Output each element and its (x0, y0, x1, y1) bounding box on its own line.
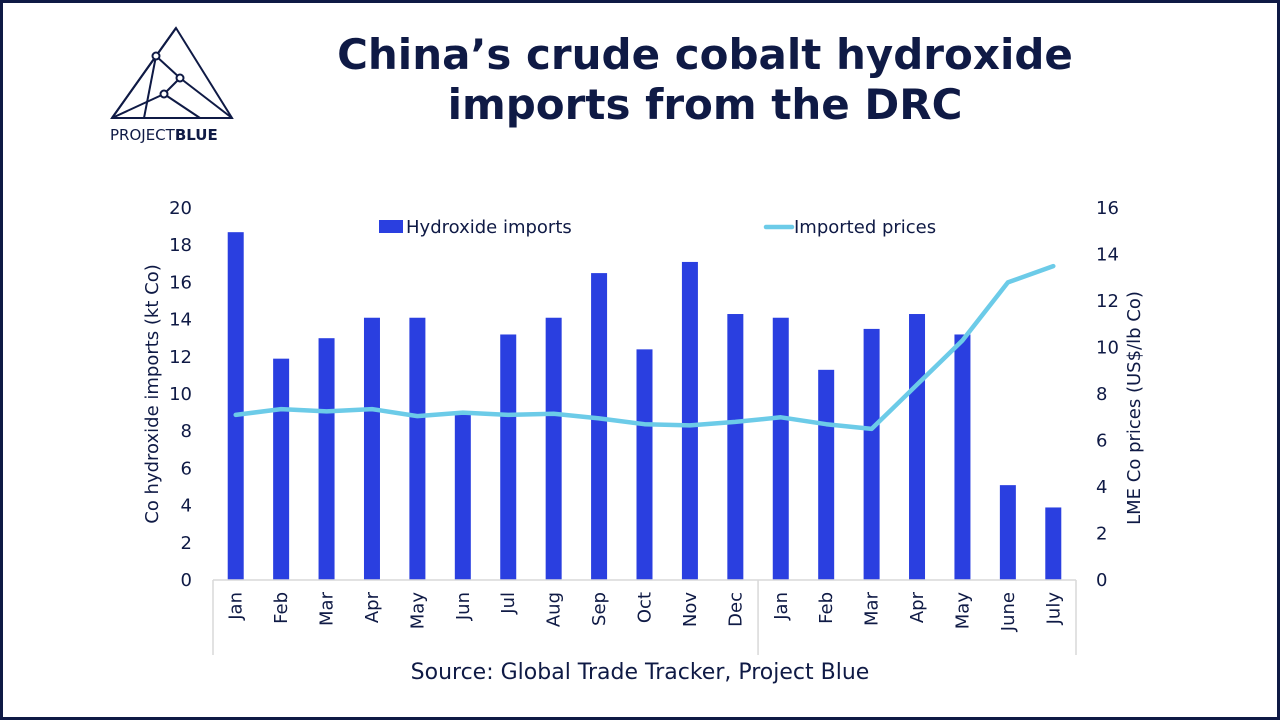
y-right-tick-2: 2 (1096, 524, 1107, 545)
legend-line-label: Imported prices (794, 217, 936, 238)
y-right-tick-14: 14 (1096, 245, 1119, 266)
x-tick-label-1: Feb (271, 592, 292, 624)
y-right-tick-4: 4 (1096, 477, 1107, 498)
y-left-tick-4: 4 (181, 496, 192, 517)
x-tick-label-6: Jul (498, 592, 519, 615)
x-tick-label-5: Jun (453, 592, 474, 621)
y-right-tick-8: 8 (1096, 384, 1107, 405)
x-tick-label-13: Feb (816, 592, 837, 624)
bar-3 (363, 317, 380, 580)
x-tick-label-11: Dec (725, 592, 746, 627)
y-left-tick-2: 2 (181, 533, 192, 554)
legend-bar-swatch (379, 220, 403, 233)
x-tick-label-12: Jan (771, 592, 792, 621)
bar-15 (909, 314, 926, 580)
price-line (233, 263, 1056, 432)
y-left-tick-12: 12 (169, 347, 192, 368)
bar-5 (454, 414, 471, 580)
bar-7 (545, 317, 562, 580)
x-tick-label-17: June (998, 592, 1019, 632)
bar-1 (273, 358, 290, 580)
y-left-tick-0: 0 (181, 570, 192, 591)
project-blue-logo (110, 26, 234, 119)
logo-word-project: PROJECT (110, 126, 175, 144)
x-tick-label-3: Apr (362, 591, 383, 623)
x-tick-label-7: Aug (544, 592, 565, 627)
bar-9 (636, 349, 653, 580)
bar-6 (500, 334, 517, 580)
bar-0 (227, 232, 244, 580)
y-right-axis-title: LME Co prices (US$/lb Co) (1124, 291, 1145, 525)
bar-18 (1045, 507, 1062, 580)
x-tick-label-4: May (407, 592, 428, 630)
y-left-tick-14: 14 (169, 310, 192, 331)
x-tick-label-18: July (1043, 592, 1064, 626)
bar-10 (681, 261, 698, 580)
bar-11 (727, 314, 744, 580)
bar-16 (954, 334, 971, 580)
x-tick-label-9: Oct (635, 592, 656, 623)
y-left-tick-10: 10 (169, 384, 192, 405)
bar-13 (818, 369, 835, 580)
y-left-tick-18: 18 (169, 235, 192, 256)
chart-title: China’s crude cobalt hydroxide imports f… (300, 30, 1110, 130)
x-tick-label-16: May (952, 592, 973, 630)
logo-wordmark: PROJECTBLUE (110, 126, 240, 144)
y-left-tick-20: 20 (169, 198, 192, 219)
x-tick-label-14: Mar (862, 591, 883, 626)
bar-8 (591, 273, 608, 580)
x-tick-label-10: Nov (680, 592, 701, 627)
y-left-tick-16: 16 (169, 272, 192, 293)
bar-14 (863, 328, 880, 580)
y-right-tick-16: 16 (1096, 198, 1119, 219)
bar-12 (772, 317, 789, 580)
x-tick-label-0: Jan (226, 592, 247, 621)
source-note: Source: Global Trade Tracker, Project Bl… (410, 660, 870, 685)
bar-17 (999, 485, 1016, 580)
bar-4 (409, 317, 426, 580)
legend-bar-label: Hydroxide imports (406, 217, 572, 238)
title-line-1: China’s crude cobalt hydroxide (337, 30, 1073, 79)
x-tick-label-15: Apr (907, 591, 928, 623)
title-line-2: imports from the DRC (447, 80, 963, 129)
y-left-tick-8: 8 (181, 421, 192, 442)
y-right-tick-12: 12 (1096, 291, 1119, 312)
bar-2 (318, 338, 335, 580)
y-right-tick-10: 10 (1096, 338, 1119, 359)
x-tick-label-8: Sep (589, 592, 610, 626)
y-right-tick-6: 6 (1096, 431, 1107, 452)
y-left-axis-title: Co hydroxide imports (kt Co) (142, 264, 163, 524)
logo-word-blue: BLUE (174, 126, 218, 144)
y-right-tick-0: 0 (1096, 570, 1107, 591)
x-tick-label-2: Mar (317, 591, 338, 626)
y-left-tick-6: 6 (181, 458, 192, 479)
